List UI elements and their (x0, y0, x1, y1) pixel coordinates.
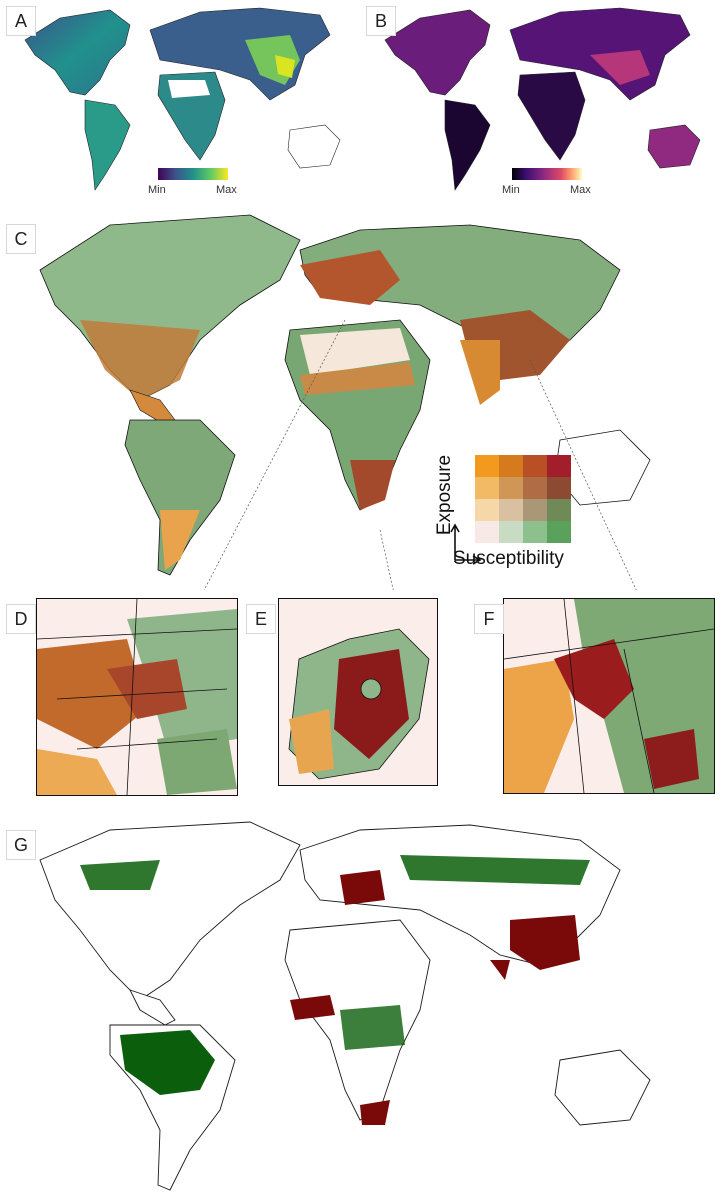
panel-label-e: E (246, 604, 276, 634)
legend-cell (475, 477, 499, 499)
legend-cell (547, 477, 571, 499)
legend-cell (547, 499, 571, 521)
australia-outline (554, 1049, 651, 1126)
panel-label-d: D (6, 604, 36, 634)
panel-label-a: A (6, 6, 36, 36)
panel-b: B Min Max (360, 0, 721, 200)
inset-d-map (36, 598, 238, 796)
india-shape (460, 340, 500, 405)
panel-label-c: C (6, 224, 36, 254)
legend-cell (499, 455, 523, 477)
legend-cell (547, 455, 571, 477)
legend-cell (523, 477, 547, 499)
legend-cell (523, 455, 547, 477)
north-america-outline (39, 821, 301, 1001)
panel-g: G (0, 820, 721, 1200)
colorbar-a-min: Min (148, 184, 166, 196)
sahara-shape (300, 328, 410, 375)
central-america-outline (129, 989, 176, 1026)
legend-cell (475, 521, 499, 543)
north-america-south (80, 320, 200, 400)
north-america-shape (384, 9, 491, 96)
panel-d: D (0, 598, 240, 798)
south-america-shape (124, 419, 236, 576)
legend-cell (499, 521, 523, 543)
panel-label-f: F (474, 604, 504, 634)
asia-highlight (590, 50, 650, 85)
panel-c: C Exposure Susceptibility (0, 210, 721, 590)
bivariate-legend: Exposure Susceptibility (434, 450, 585, 580)
panel-label-b: B (366, 6, 396, 36)
australia-shape (647, 124, 701, 169)
boreal-eu-green (400, 855, 590, 885)
panel-label-g: G (6, 830, 36, 860)
africa-shape (517, 71, 586, 161)
asia-red (510, 915, 580, 970)
legend-cell (523, 521, 547, 543)
colorbar-b-min: Min (502, 184, 520, 196)
southern-africa-shape (350, 460, 395, 510)
south-america-shape (444, 99, 491, 191)
south-america-shape (84, 99, 131, 191)
north-america-shape (24, 9, 131, 96)
legend-arrows (450, 523, 482, 565)
bivariate-legend-grid (475, 455, 571, 543)
sahara-blank (168, 80, 210, 98)
panel-b-map (384, 7, 701, 191)
panel-a-map (24, 7, 341, 191)
europe-exposure (300, 250, 400, 305)
colorbar-b (512, 168, 582, 180)
panel-c-map (39, 214, 651, 590)
legend-cell (499, 499, 523, 521)
south-africa-red (360, 1100, 390, 1125)
panel-g-map (39, 821, 651, 1191)
south-america-south (160, 510, 200, 570)
zoom-line-e (379, 529, 394, 590)
inset-e-map (278, 598, 438, 786)
australia-outline (287, 124, 341, 169)
legend-x-label: Susceptibility (453, 548, 564, 569)
panel-a: A Min Max (0, 0, 360, 200)
asia-hotspot-yellow (275, 55, 295, 78)
panel-f: F (468, 598, 721, 798)
colorbar-a-max: Max (216, 184, 237, 196)
legend-cell (547, 521, 571, 543)
legend-cell (499, 477, 523, 499)
legend-cell (475, 455, 499, 477)
colorbar-a (158, 168, 228, 180)
india-red (490, 960, 510, 980)
legend-cell (523, 499, 547, 521)
west-africa-red (290, 995, 335, 1020)
panel-e: E (240, 598, 440, 798)
boreal-na-green (80, 860, 160, 890)
amazon-green (120, 1030, 215, 1095)
sahel-shape (300, 362, 415, 395)
congo-green (340, 1005, 405, 1050)
zoom-line-d (203, 319, 346, 590)
colorbar-b-max: Max (570, 184, 591, 196)
europe-red (340, 870, 385, 905)
legend-cell (475, 499, 499, 521)
inset-f-map (503, 598, 715, 794)
